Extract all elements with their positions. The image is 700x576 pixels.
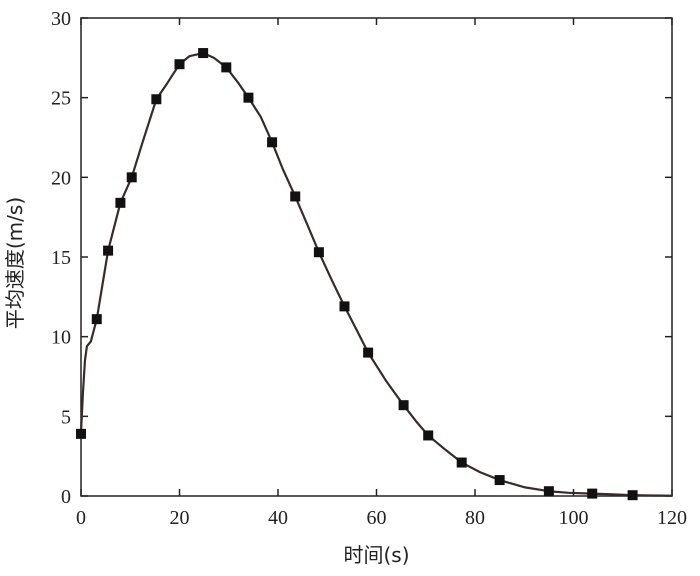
series-line <box>79 51 673 497</box>
data-point-marker-5 <box>151 94 162 105</box>
data-point-marker-10 <box>267 137 278 148</box>
data-point-marker-18 <box>494 475 505 486</box>
data-point-marker-17 <box>456 457 467 468</box>
x-tick-label-100: 100 <box>559 507 589 529</box>
y-tick-label-10: 10 <box>51 327 71 349</box>
x-tick-label-0: 0 <box>76 507 86 529</box>
x-axis-label: 时间(s) <box>343 543 409 567</box>
data-point-marker-7 <box>198 48 209 59</box>
data-point-marker-4 <box>126 172 137 183</box>
y-axis-label: 平均速度(m/s) <box>3 197 27 329</box>
data-point-marker-19 <box>543 486 554 497</box>
y-tick-label-30: 30 <box>51 8 71 30</box>
data-point-marker-15 <box>398 400 409 411</box>
data-point-marker-0 <box>76 428 86 439</box>
data-point-marker-13 <box>339 301 350 312</box>
axis-ticks <box>80 17 673 497</box>
x-tick-label-80: 80 <box>465 507 485 529</box>
x-tick-label-120: 120 <box>657 507 687 529</box>
x-tick-label-60: 60 <box>367 507 387 529</box>
data-point-marker-16 <box>423 430 434 441</box>
data-point-marker-1 <box>91 314 102 325</box>
y-tick-label-15: 15 <box>51 247 71 269</box>
data-point-marker-3 <box>115 197 126 208</box>
y-tick-label-25: 25 <box>51 88 71 110</box>
data-point-marker-14 <box>363 347 374 358</box>
data-point-marker-8 <box>221 62 232 73</box>
tick-labels: 0 20 40 60 80 100 120 0 5 10 15 20 25 30 <box>51 8 687 529</box>
y-tick-label-0: 0 <box>61 486 71 508</box>
y-tick-label-20: 20 <box>51 167 71 189</box>
data-point-marker-12 <box>313 247 324 258</box>
x-tick-label-40: 40 <box>268 507 288 529</box>
y-tick-label-5: 5 <box>61 406 71 428</box>
data-point-marker-9 <box>243 92 254 103</box>
plot-frame <box>80 17 673 497</box>
data-point-marker-20 <box>587 488 598 499</box>
data-markers <box>76 48 638 501</box>
x-tick-label-20: 20 <box>170 507 190 529</box>
data-point-marker-11 <box>290 191 301 202</box>
data-point-marker-21 <box>627 490 638 501</box>
data-point-marker-2 <box>103 245 114 256</box>
data-point-marker-6 <box>174 59 185 70</box>
